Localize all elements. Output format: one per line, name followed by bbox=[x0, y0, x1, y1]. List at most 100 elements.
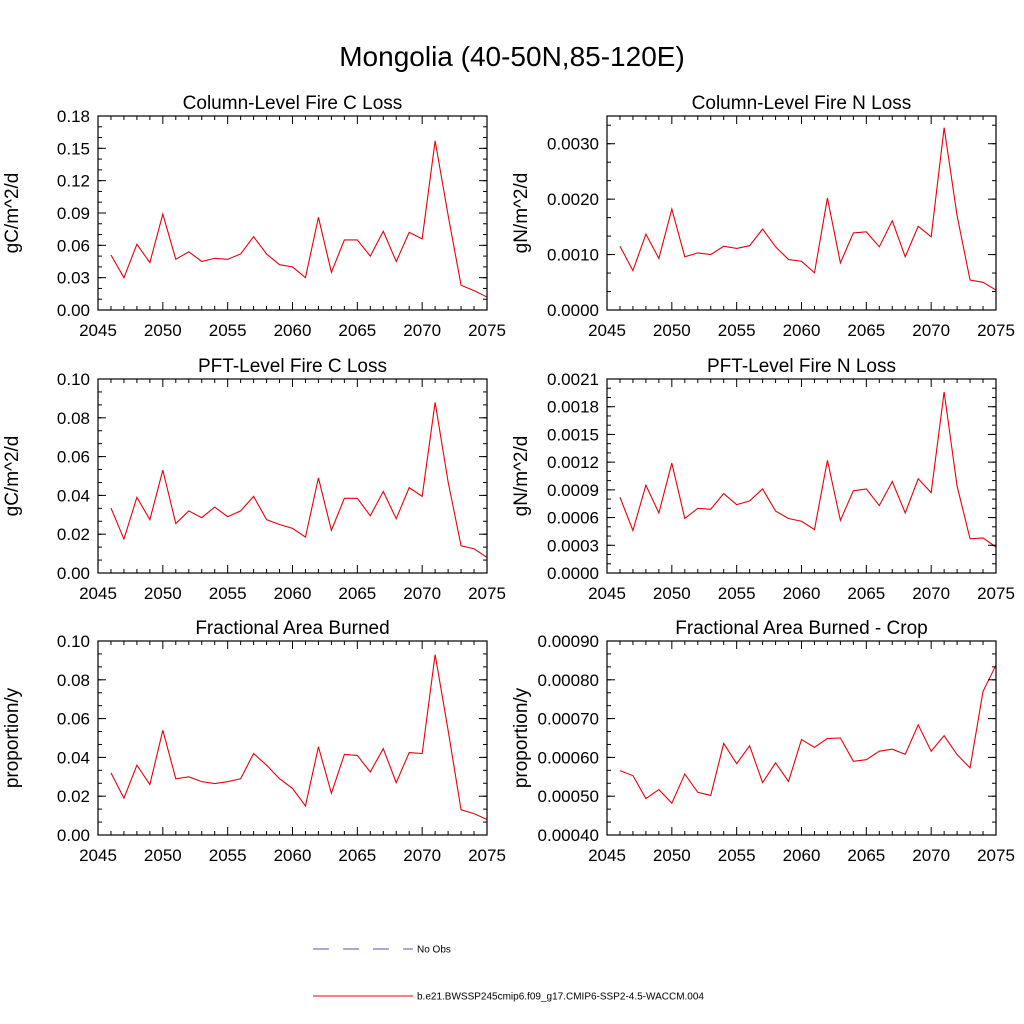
y-tick-label: 0.00090 bbox=[538, 632, 599, 651]
panels: Column-Level Fire C Loss 2045 2050 2055 2060… bbox=[2, 93, 1015, 865]
series-line bbox=[619, 664, 997, 805]
y-tick-label: 0.18 bbox=[57, 107, 90, 126]
x-tick-label: 2065 bbox=[338, 584, 376, 603]
y-tick-label: 0.00 bbox=[57, 826, 90, 845]
y-tick-label: 0.08 bbox=[57, 409, 90, 428]
series-line bbox=[110, 140, 488, 298]
y-tick-label: 0.00050 bbox=[538, 787, 599, 806]
x-tick-label: 2055 bbox=[718, 846, 756, 865]
y-tick-label: 0.06 bbox=[57, 710, 90, 729]
x-tick-label: 2045 bbox=[79, 321, 117, 340]
x-tick-label: 2045 bbox=[79, 846, 117, 865]
y-tick-label: 0.0009 bbox=[547, 481, 599, 500]
x-tick-label: 2050 bbox=[144, 846, 182, 865]
x-tick-label: 2050 bbox=[653, 846, 691, 865]
y-tick-label: 0.06 bbox=[57, 236, 90, 255]
x-tick-label: 2060 bbox=[783, 321, 821, 340]
x-tick-label: 2055 bbox=[209, 584, 247, 603]
y-tick-label: 0.00040 bbox=[538, 826, 599, 845]
series-line bbox=[619, 127, 997, 291]
legend-label: No Obs bbox=[417, 945, 451, 956]
y-tick-label: 0.0018 bbox=[547, 398, 599, 417]
panel-title: Column-Level Fire N Loss bbox=[692, 93, 912, 114]
y-axis-label: gN/m^2/d bbox=[511, 173, 532, 254]
series-line bbox=[619, 391, 997, 548]
y-tick-label: 0.04 bbox=[57, 486, 90, 505]
panel-3: PFT-Level Fire C Loss 2045 2050 2055 2060 206… bbox=[2, 356, 506, 603]
panel-2: Column-Level Fire N Loss 2045 2050 2055 2060… bbox=[511, 93, 1015, 340]
x-tick-label: 2070 bbox=[403, 584, 441, 603]
x-tick-label: 2055 bbox=[209, 321, 247, 340]
x-tick-label: 2055 bbox=[718, 584, 756, 603]
y-tick-label: 0.0012 bbox=[547, 453, 599, 472]
y-axis-label: gC/m^2/d bbox=[2, 173, 23, 254]
x-tick-label: 2065 bbox=[338, 846, 376, 865]
y-tick-label: 0.02 bbox=[57, 787, 90, 806]
y-tick-label: 0.15 bbox=[57, 139, 90, 158]
y-tick-label: 0.0020 bbox=[547, 190, 599, 209]
y-tick-label: 0.0015 bbox=[547, 425, 599, 444]
panel-1: Column-Level Fire C Loss 2045 2050 2055 2060… bbox=[2, 93, 506, 340]
x-tick-label: 2055 bbox=[718, 321, 756, 340]
y-axis-label: gC/m^2/d bbox=[2, 436, 23, 517]
y-tick-label: 0.0000 bbox=[547, 301, 599, 320]
panel-title: PFT-Level Fire N Loss bbox=[707, 356, 896, 377]
x-tick-label: 2060 bbox=[274, 584, 312, 603]
legend-item: No Obs bbox=[313, 945, 451, 956]
x-tick-label: 2075 bbox=[977, 846, 1015, 865]
y-tick-label: 0.00070 bbox=[538, 710, 599, 729]
y-tick-label: 0.0021 bbox=[547, 370, 599, 389]
y-tick-label: 0.00 bbox=[57, 564, 90, 583]
x-tick-label: 2075 bbox=[468, 321, 506, 340]
panel-title: Fractional Area Burned bbox=[195, 618, 389, 639]
x-tick-label: 2075 bbox=[468, 846, 506, 865]
series-line bbox=[110, 402, 488, 558]
y-tick-label: 0.12 bbox=[57, 172, 90, 191]
x-tick-label: 2070 bbox=[403, 321, 441, 340]
y-tick-label: 0.10 bbox=[57, 632, 90, 651]
y-tick-label: 0.02 bbox=[57, 525, 90, 544]
x-tick-label: 2075 bbox=[468, 584, 506, 603]
legend-item: b.e21.BWSSP245cmip6.f09_g17.CMIP6-SSP2-4… bbox=[313, 992, 704, 1003]
x-tick-label: 2070 bbox=[403, 846, 441, 865]
x-tick-label: 2065 bbox=[338, 321, 376, 340]
figure-title: Mongolia (40-50N,85-120E) bbox=[339, 41, 685, 72]
x-tick-label: 2050 bbox=[653, 584, 691, 603]
panel-6: Fractional Area Burned - Crop 2045 2050 205… bbox=[511, 618, 1015, 865]
x-tick-label: 2070 bbox=[912, 584, 950, 603]
panel-title: Column-Level Fire C Loss bbox=[183, 93, 403, 114]
x-tick-label: 2060 bbox=[783, 846, 821, 865]
x-tick-label: 2050 bbox=[144, 321, 182, 340]
x-tick-label: 2065 bbox=[847, 321, 885, 340]
y-tick-label: 0.06 bbox=[57, 448, 90, 467]
x-tick-label: 2060 bbox=[274, 846, 312, 865]
y-tick-label: 0.09 bbox=[57, 204, 90, 223]
panel-title: PFT-Level Fire C Loss bbox=[198, 356, 387, 377]
panel-4: PFT-Level Fire N Loss 2045 2050 2055 2060 206… bbox=[511, 356, 1015, 603]
y-axis-label: proportion/y bbox=[511, 687, 532, 788]
x-tick-label: 2045 bbox=[588, 321, 626, 340]
legend-label: b.e21.BWSSP245cmip6.f09_g17.CMIP6-SSP2-4… bbox=[417, 992, 704, 1003]
y-tick-label: 0.0010 bbox=[547, 246, 599, 265]
y-tick-label: 0.0030 bbox=[547, 135, 599, 154]
y-tick-label: 0.00080 bbox=[538, 671, 599, 690]
x-tick-label: 2075 bbox=[977, 584, 1015, 603]
y-tick-label: 0.10 bbox=[57, 370, 90, 389]
x-tick-label: 2070 bbox=[912, 846, 950, 865]
x-tick-label: 2065 bbox=[847, 584, 885, 603]
x-tick-label: 2055 bbox=[209, 846, 247, 865]
series-line bbox=[110, 654, 488, 820]
y-tick-label: 0.00060 bbox=[538, 748, 599, 767]
y-tick-label: 0.0006 bbox=[547, 509, 599, 528]
panel-5: Fractional Area Burned 2045 2050 2055 2060 20… bbox=[2, 618, 506, 865]
legend: No Obs b.e21.BWSSP245cmip6.f09_g17.CMIP6-… bbox=[313, 945, 704, 1003]
panel-title: Fractional Area Burned - Crop bbox=[675, 618, 927, 639]
y-tick-label: 0.0000 bbox=[547, 564, 599, 583]
y-tick-label: 0.0003 bbox=[547, 536, 599, 555]
x-tick-label: 2065 bbox=[847, 846, 885, 865]
x-tick-label: 2075 bbox=[977, 321, 1015, 340]
y-axis-label: proportion/y bbox=[2, 687, 23, 788]
x-tick-label: 2045 bbox=[588, 584, 626, 603]
